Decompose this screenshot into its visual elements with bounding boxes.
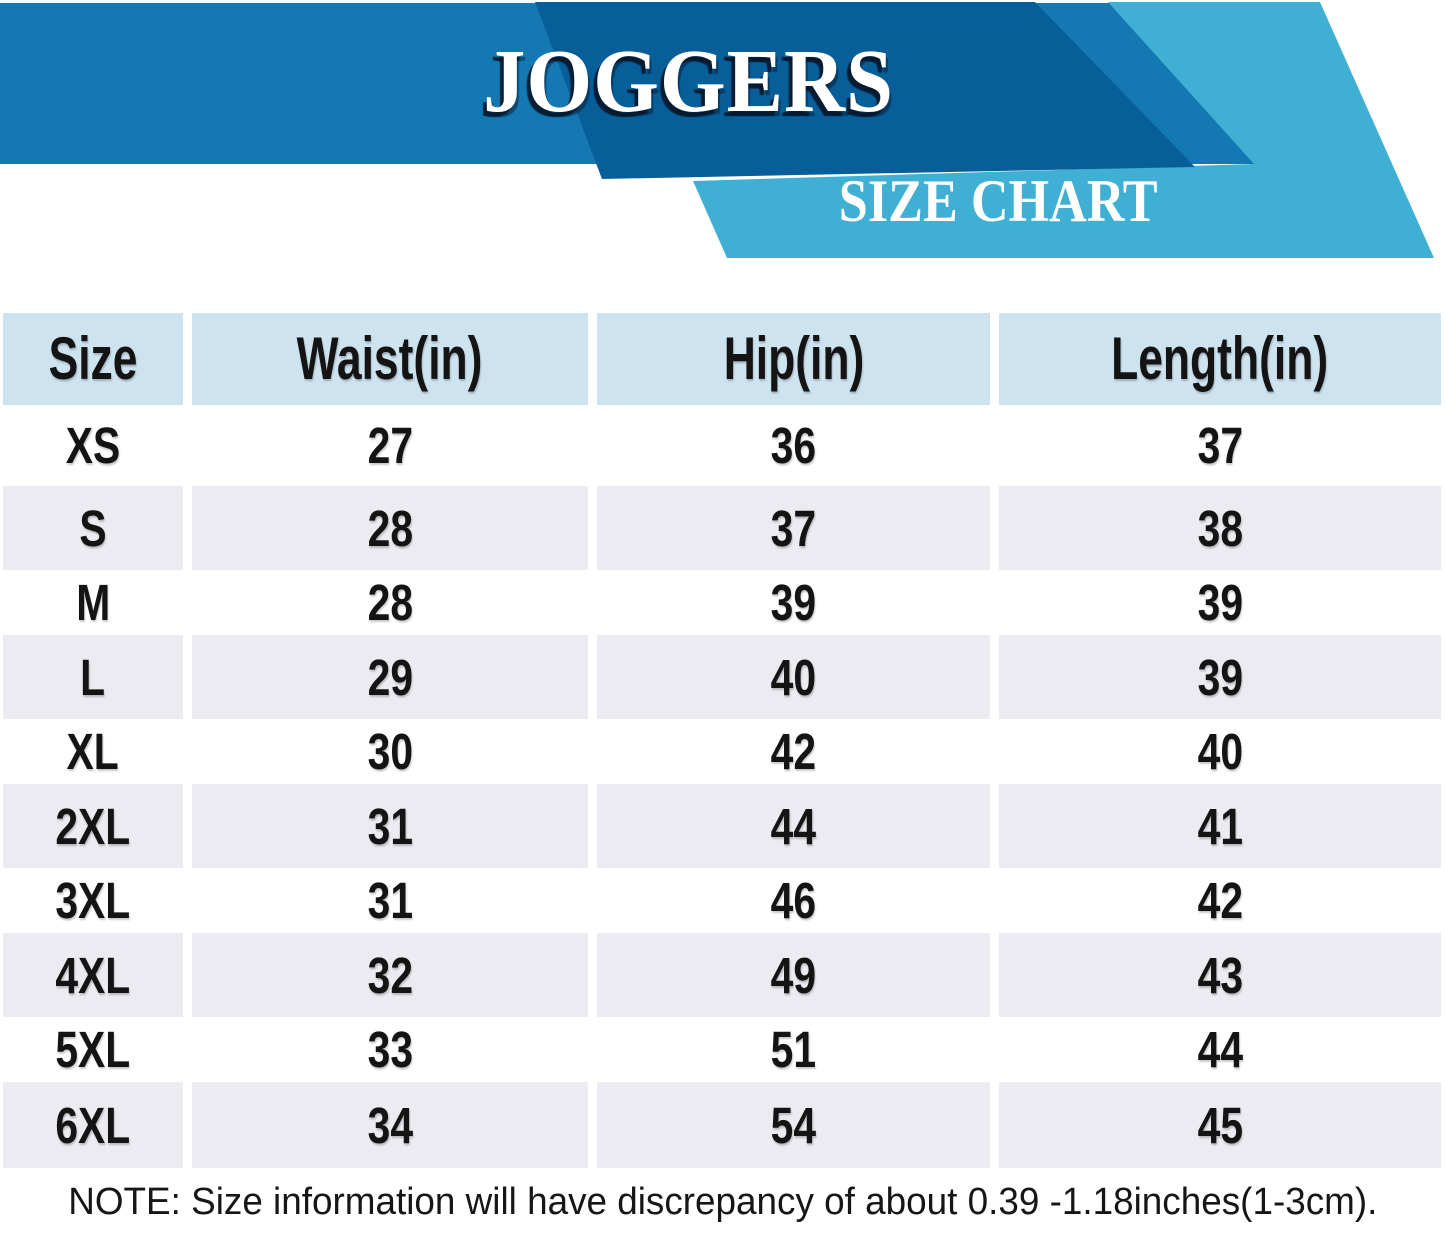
table-row-xl: XL 30 42 40 bbox=[3, 719, 1441, 784]
waist-cell: 33 bbox=[367, 1021, 413, 1078]
length-cell: 43 bbox=[999, 933, 1441, 1017]
length-cell: 38 bbox=[999, 486, 1441, 570]
table-header-row: Size Waist(in) Hip(in) Length(in) bbox=[3, 313, 1441, 405]
table-row-xs: XS 27 36 37 bbox=[3, 405, 1441, 486]
hip-cell: 51 bbox=[770, 1021, 817, 1078]
size-cell: XS bbox=[65, 417, 121, 474]
size-cell: L bbox=[3, 635, 183, 719]
waist-cell: 31 bbox=[192, 784, 588, 868]
waist-cell: 32 bbox=[192, 933, 588, 1017]
length-cell: 39 bbox=[1197, 574, 1243, 631]
hip-cell: 42 bbox=[770, 723, 817, 780]
size-cell: XL bbox=[66, 723, 120, 780]
banner-graphic bbox=[0, 2, 1434, 258]
header-cell-waist: Waist(in) bbox=[192, 313, 588, 405]
length-cell: 44 bbox=[1197, 1021, 1243, 1078]
length-cell: 45 bbox=[999, 1082, 1441, 1168]
size-cell: 3XL bbox=[55, 872, 131, 929]
length-cell: 41 bbox=[999, 784, 1441, 868]
table-row-3xl: 3XL 31 46 42 bbox=[3, 868, 1441, 933]
note: NOTE: Size information will have discrep… bbox=[0, 1174, 1445, 1230]
note-text: NOTE: Size information will have discrep… bbox=[67, 1181, 1378, 1223]
length-cell: 40 bbox=[1197, 723, 1243, 780]
table-row-2xl: 2XL 31 44 41 bbox=[3, 784, 1441, 868]
hip-cell: 54 bbox=[597, 1082, 990, 1168]
hip-cell: 49 bbox=[597, 933, 990, 1017]
hip-cell: 39 bbox=[770, 574, 817, 631]
table-row-l: L 29 40 39 bbox=[3, 635, 1441, 719]
table-row-m: M 28 39 39 bbox=[3, 570, 1441, 635]
hip-cell: 46 bbox=[770, 872, 817, 929]
waist-cell: 28 bbox=[192, 486, 588, 570]
waist-cell: 29 bbox=[192, 635, 588, 719]
hip-cell: 40 bbox=[597, 635, 990, 719]
waist-cell: 34 bbox=[192, 1082, 588, 1168]
waist-cell: 30 bbox=[367, 723, 413, 780]
table-row-s: S 28 37 38 bbox=[3, 486, 1441, 570]
size-cell: S bbox=[3, 486, 183, 570]
header-cell-hip: Hip(in) bbox=[597, 313, 990, 405]
banner-light-shape bbox=[693, 2, 1434, 258]
hip-cell: 44 bbox=[597, 784, 990, 868]
table-row-4xl: 4XL 32 49 43 bbox=[3, 933, 1441, 1017]
length-cell: 39 bbox=[999, 635, 1441, 719]
size-cell: 6XL bbox=[3, 1082, 183, 1168]
length-cell: 42 bbox=[1197, 872, 1243, 929]
length-cell: 37 bbox=[1197, 417, 1243, 474]
waist-cell: 31 bbox=[367, 872, 413, 929]
size-cell: M bbox=[75, 574, 110, 631]
waist-cell: 27 bbox=[367, 417, 413, 474]
waist-cell: 28 bbox=[367, 574, 413, 631]
header-cell-length: Length(in) bbox=[999, 313, 1441, 405]
size-cell: 2XL bbox=[3, 784, 183, 868]
banner-dark-shape bbox=[535, 2, 1195, 179]
size-cell: 5XL bbox=[55, 1021, 131, 1078]
table-row-6xl: 6XL 34 54 45 bbox=[3, 1082, 1441, 1168]
header-cell-size: Size bbox=[3, 313, 183, 405]
table-row-5xl: 5XL 33 51 44 bbox=[3, 1017, 1441, 1082]
hip-cell: 37 bbox=[597, 486, 990, 570]
size-table: Size Waist(in) Hip(in) Length(in) XS 27 … bbox=[3, 313, 1441, 1168]
size-cell: 4XL bbox=[3, 933, 183, 1017]
hip-cell: 36 bbox=[770, 417, 817, 474]
